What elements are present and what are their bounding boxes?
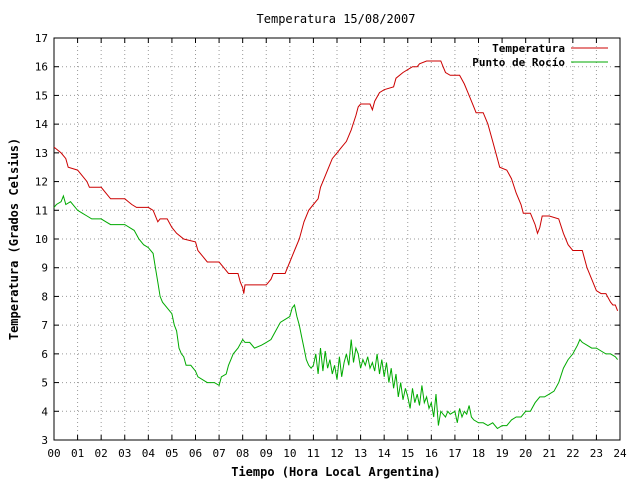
x-tick-label: 22 xyxy=(566,447,579,460)
y-tick-label: 8 xyxy=(41,290,48,303)
y-tick-label: 15 xyxy=(35,89,48,102)
x-tick-label: 06 xyxy=(189,447,202,460)
y-tick-label: 7 xyxy=(41,319,48,332)
x-tick-label: 03 xyxy=(118,447,131,460)
x-tick-label: 10 xyxy=(283,447,296,460)
x-tick-label: 13 xyxy=(354,447,367,460)
y-tick-label: 17 xyxy=(35,32,48,45)
y-axis-ticks: 3 4 5 6 7 8 9 10 11 12 13 14 15 16 17 xyxy=(35,32,620,447)
y-tick-label: 3 xyxy=(41,434,48,447)
x-tick-label: 15 xyxy=(401,447,414,460)
y-tick-label: 10 xyxy=(35,233,48,246)
legend-label-temperatura: Temperatura xyxy=(492,42,565,55)
y-tick-label: 4 xyxy=(41,405,48,418)
y-tick-label: 16 xyxy=(35,61,48,74)
x-tick-label: 04 xyxy=(142,447,156,460)
x-tick-label: 00 xyxy=(47,447,60,460)
x-tick-label: 23 xyxy=(590,447,603,460)
x-tick-label: 24 xyxy=(613,447,627,460)
x-tick-label: 20 xyxy=(519,447,532,460)
x-tick-label: 08 xyxy=(236,447,249,460)
y-tick-label: 13 xyxy=(35,147,48,160)
x-tick-label: 07 xyxy=(212,447,225,460)
series-line-temperatura xyxy=(53,60,619,311)
x-tick-label: 18 xyxy=(472,447,485,460)
x-tick-label: 17 xyxy=(448,447,461,460)
y-tick-label: 12 xyxy=(35,176,48,189)
legend-label-punto-de-rocio: Punto de Rocío xyxy=(472,56,565,69)
x-axis-label: Tiempo (Hora Local Argentina) xyxy=(231,465,441,479)
grid-lines xyxy=(54,38,620,440)
x-tick-label: 09 xyxy=(260,447,273,460)
x-tick-label: 21 xyxy=(543,447,556,460)
y-tick-label: 11 xyxy=(35,204,48,217)
y-tick-label: 6 xyxy=(41,348,48,361)
x-tick-label: 12 xyxy=(330,447,343,460)
y-tick-label: 9 xyxy=(41,262,48,275)
y-tick-label: 5 xyxy=(41,377,48,390)
series-layer xyxy=(53,60,619,430)
x-tick-label: 02 xyxy=(95,447,108,460)
x-tick-label: 05 xyxy=(165,447,178,460)
x-tick-label: 14 xyxy=(378,447,392,460)
series-line-punto-de-rocio xyxy=(53,194,618,430)
chart-title: Temperatura 15/08/2007 xyxy=(257,12,416,26)
legend: Temperatura Punto de Rocío xyxy=(472,42,608,69)
x-tick-label: 19 xyxy=(495,447,508,460)
y-tick-label: 14 xyxy=(35,118,49,131)
y-axis-label: Temperatura (Grados Celsius) xyxy=(7,138,21,340)
x-tick-label: 11 xyxy=(307,447,320,460)
x-axis-ticks: 00 01 02 03 04 05 06 07 08 09 10 11 12 13 14 15 16 17 18 19… xyxy=(47,38,627,460)
x-tick-label: 01 xyxy=(71,447,84,460)
x-tick-label: 16 xyxy=(425,447,438,460)
